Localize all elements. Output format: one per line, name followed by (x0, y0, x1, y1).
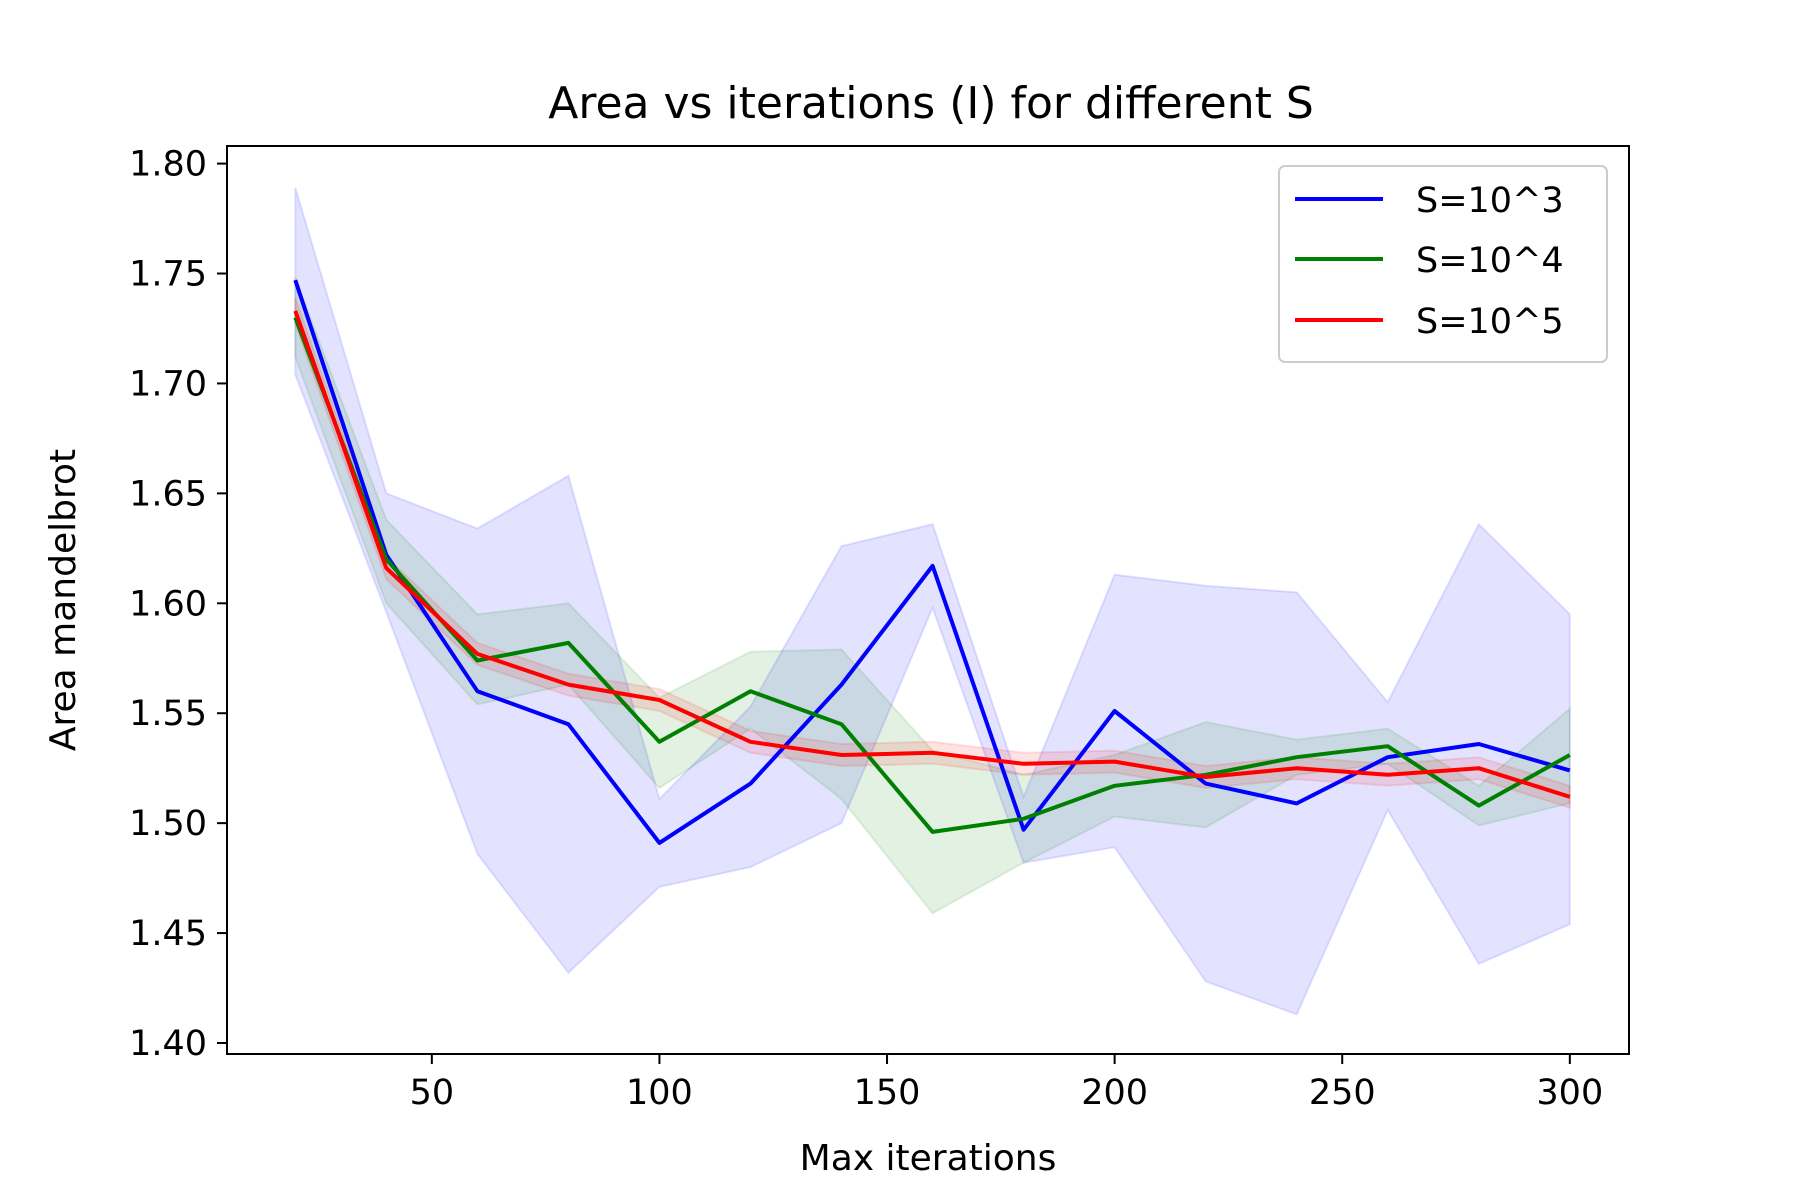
band-series-1 (294, 277, 1571, 915)
y-axis-ticks: 1.40 1.45 1.50 1.55 1.60 1.65 1.70 1.75 1.80 (129, 145, 227, 1064)
x-tick-label: 150 (854, 1073, 921, 1113)
y-tick-label: 1.45 (129, 914, 207, 954)
y-tick-label: 1.55 (129, 694, 207, 734)
y-tick-label: 1.50 (129, 804, 207, 844)
plot-frame (226, 145, 1630, 1055)
y-tick-label: 1.70 (129, 364, 207, 404)
band-series-2 (294, 297, 1571, 810)
legend-box (1278, 165, 1608, 363)
y-tick-label: 1.65 (129, 474, 207, 514)
series-lines (293, 279, 1571, 845)
y-tick-label: 1.75 (129, 255, 207, 295)
chart-title: Area vs iterations (I) for different S (548, 78, 1314, 129)
x-tick-label: 100 (626, 1073, 693, 1113)
y-axis-label: Area mandelbrot (43, 449, 84, 751)
x-tick-label: 50 (410, 1073, 455, 1113)
legend-label-s4: S=10^4 (1416, 241, 1564, 281)
x-tick-label: 200 (1081, 1073, 1148, 1113)
line-series-1 (293, 316, 1571, 834)
x-tick-label: 300 (1536, 1073, 1603, 1113)
x-tick-label: 250 (1309, 1073, 1376, 1113)
x-axis-ticks: 50 100 150 200 250 300 (410, 1054, 1603, 1113)
y-tick-label: 1.40 (129, 1024, 207, 1064)
legend: S=10^3 S=10^4 S=10^5 (1278, 165, 1608, 363)
line-series-2 (293, 310, 1571, 799)
legend-label-s5: S=10^5 (1416, 302, 1564, 342)
y-tick-label: 1.80 (129, 145, 207, 185)
band-series-0 (294, 187, 1571, 1016)
confidence-bands (294, 187, 1571, 1016)
y-tick-label: 1.60 (129, 584, 207, 624)
x-axis-label: Max iterations (800, 1138, 1057, 1179)
legend-label-s3: S=10^3 (1416, 181, 1564, 221)
